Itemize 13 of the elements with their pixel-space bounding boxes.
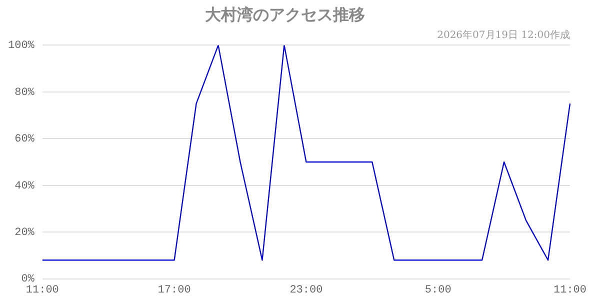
y-tick-label: 0% — [21, 274, 35, 286]
x-tick-label: 11:00 — [553, 284, 587, 296]
y-tick-label: 80% — [14, 86, 35, 99]
x-tick-label: 17:00 — [158, 284, 191, 296]
y-tick-label: 60% — [14, 134, 35, 146]
x-tick-label: 23:00 — [290, 284, 323, 296]
chart-title: 大村湾のアクセス推移 — [205, 4, 365, 24]
chart-subtitle: 2026年07月19日 12:00作成 — [437, 28, 570, 41]
y-tick-label: 40% — [14, 180, 35, 192]
y-tick-label: 100% — [8, 40, 35, 52]
x-tick-label: 11:00 — [26, 284, 59, 296]
x-tick-label: 5:00 — [424, 284, 452, 296]
y-tick-label: 20% — [14, 226, 35, 239]
